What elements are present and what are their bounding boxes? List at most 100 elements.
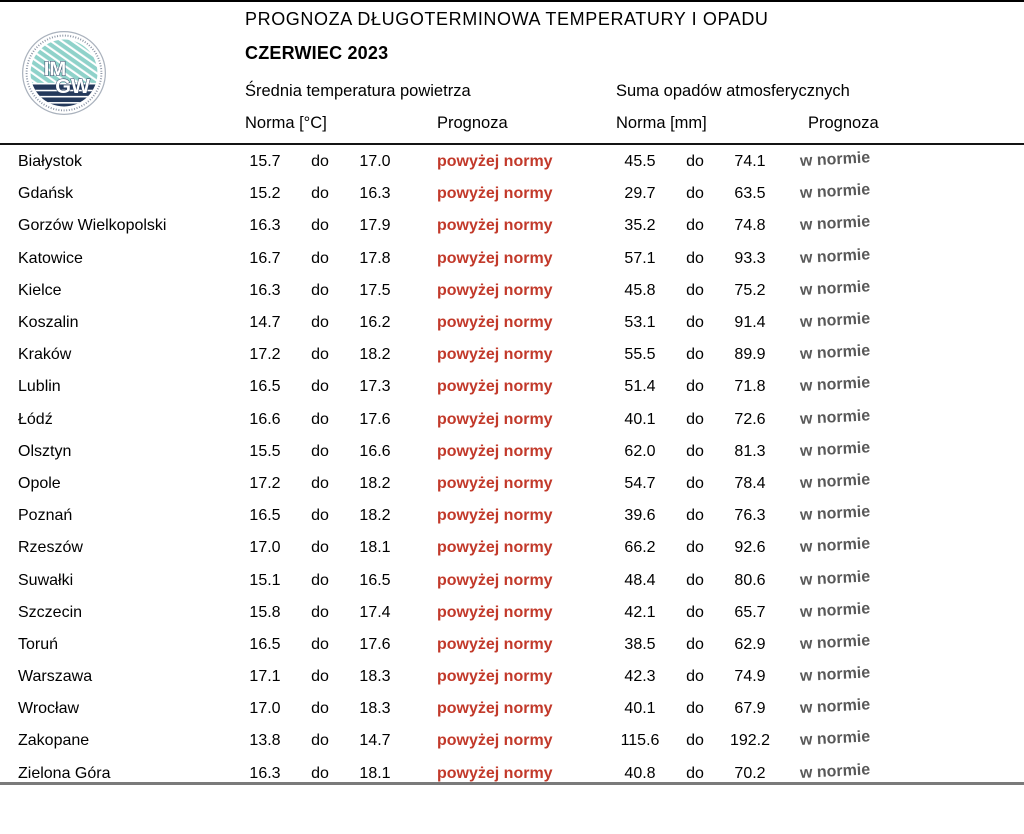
table-row: Kraków 17.2 do 18.2 powyżej normy 55.5 d… [0,339,1024,371]
range-separator: do [311,314,329,332]
table-row: Szczecin 15.8 do 17.4 powyżej normy 42.1… [0,597,1024,629]
precip-forecast-label: w normie [799,406,871,428]
precip-norm-max: 65.7 [734,603,766,621]
temp-norm-min: 17.2 [249,346,281,364]
precip-norm-min: 35.2 [624,217,656,235]
precip-norm-min: 57.1 [624,249,656,267]
city-name: Opole [18,474,61,492]
precip-forecast-label: w normie [799,567,871,589]
precip-forecast-label: w normie [799,632,871,653]
range-separator: do [311,635,329,653]
precip-norm-max: 93.3 [734,249,766,267]
table-row: Poznań 16.5 do 18.2 powyżej normy 39.6 d… [0,500,1024,532]
precip-norm-max: 70.2 [734,764,766,782]
precip-forecast: w normie [780,761,1024,783]
table-row: Białystok 15.7 do 17.0 powyżej normy 45.… [0,146,1024,178]
range-separator: do [686,410,704,428]
temp-norm-max: 18.3 [359,668,391,686]
precip-norm-max: 78.4 [734,474,766,492]
precip-forecast: w normie [780,664,1024,686]
temp-norm-max: 16.6 [359,442,391,460]
precip-forecast-label: w normie [799,310,871,332]
temp-norm-max: 18.1 [359,764,391,782]
temp-norm-max: 17.5 [359,281,391,299]
precip-forecast-label: w normie [799,760,871,782]
temp-norm-max: 17.6 [359,635,391,653]
range-separator: do [686,571,704,589]
city-name: Szczecin [18,603,83,621]
precip-forecast: w normie [780,213,1024,235]
temp-forecast: powyżej normy [400,314,610,332]
range-separator: do [686,346,704,364]
bottom-rule [0,782,1024,785]
temp-forecast-label: powyżej normy [437,507,553,525]
precip-norm-min: 48.4 [624,571,656,589]
temp-norm-min: 16.5 [249,507,281,525]
range-separator: do [311,378,329,396]
logo-text-gw: GW [55,76,91,98]
range-separator: do [311,732,329,750]
city-name: Zakopane [18,732,90,750]
temp-norm-max: 17.6 [359,410,391,428]
table-row: Opole 17.2 do 18.2 powyżej normy 54.7 do… [0,468,1024,500]
precip-forecast: w normie [780,536,1024,557]
range-separator: do [686,603,704,621]
precip-forecast-label: w normie [799,245,871,267]
precip-forecast-header: Prognoza [808,114,879,132]
temp-forecast-label: powyżej normy [437,603,553,621]
temp-norm-min: 16.5 [249,635,281,653]
table-row: Zakopane 13.8 do 14.7 powyżej normy 115.… [0,725,1024,757]
city-name: Gdańsk [18,185,74,203]
temp-forecast: powyżej normy [400,411,610,429]
temp-forecast: powyżej normy [400,636,610,654]
temp-norm-min: 15.7 [249,153,281,171]
precip-norm-max: 74.9 [734,668,766,686]
temp-forecast: powyżej normy [400,507,610,525]
range-separator: do [311,603,329,621]
range-separator: do [686,249,704,267]
temp-norm-min: 14.7 [249,314,281,332]
range-separator: do [686,474,704,492]
temp-norm-max: 14.7 [359,732,391,750]
city-name: Katowice [18,249,83,267]
temp-forecast: powyżej normy [400,572,610,590]
range-separator: do [311,185,329,203]
precip-norm-min: 29.7 [624,185,656,203]
temp-forecast-header: Prognoza [437,114,508,132]
precip-norm-min: 66.2 [624,539,656,557]
temp-forecast: powyżej normy [400,185,610,203]
temp-forecast: powyżej normy [400,539,610,557]
precip-norm-min: 42.1 [624,603,656,621]
temp-norm-min: 16.6 [249,410,281,428]
precip-norm-min: 53.1 [624,314,656,332]
temp-norm-min: 17.2 [249,474,281,492]
precip-norm-max: 76.3 [734,507,766,525]
temp-norm-min: 16.3 [249,281,281,299]
temp-forecast-label: powyżej normy [437,378,553,396]
temp-norm-max: 17.9 [359,217,391,235]
page-subtitle: CZERWIEC 2023 [245,43,389,63]
precip-forecast: w normie [780,439,1024,461]
precip-forecast: w normie [780,503,1024,525]
precip-norm-min: 39.6 [624,507,656,525]
temp-norm-min: 13.8 [249,732,281,750]
precip-norm-max: 67.9 [734,700,766,718]
precip-forecast-label: w normie [799,149,871,171]
temp-forecast-label: powyżej normy [437,346,553,364]
precip-forecast-label: w normie [799,213,871,235]
temp-norm-min: 16.5 [249,378,281,396]
precip-norm-max: 192.2 [729,732,771,750]
city-name: Olsztyn [18,442,72,460]
precip-forecast: w normie [780,278,1024,300]
precip-forecast: w normie [780,697,1024,718]
table-row: Gorzów Wielkopolski 16.3 do 17.9 powyżej… [0,210,1024,242]
precip-forecast-label: w normie [799,664,871,686]
range-separator: do [311,153,329,171]
precip-norm-max: 81.3 [734,442,766,460]
table-row: Koszalin 14.7 do 16.2 powyżej normy 53.1… [0,307,1024,339]
temp-forecast: powyżej normy [400,700,610,718]
range-separator: do [311,249,329,267]
precip-norm-min: 42.3 [624,668,656,686]
temp-norm-max: 16.5 [359,571,391,589]
table-row: Toruń 16.5 do 17.6 powyżej normy 38.5 do… [0,629,1024,661]
